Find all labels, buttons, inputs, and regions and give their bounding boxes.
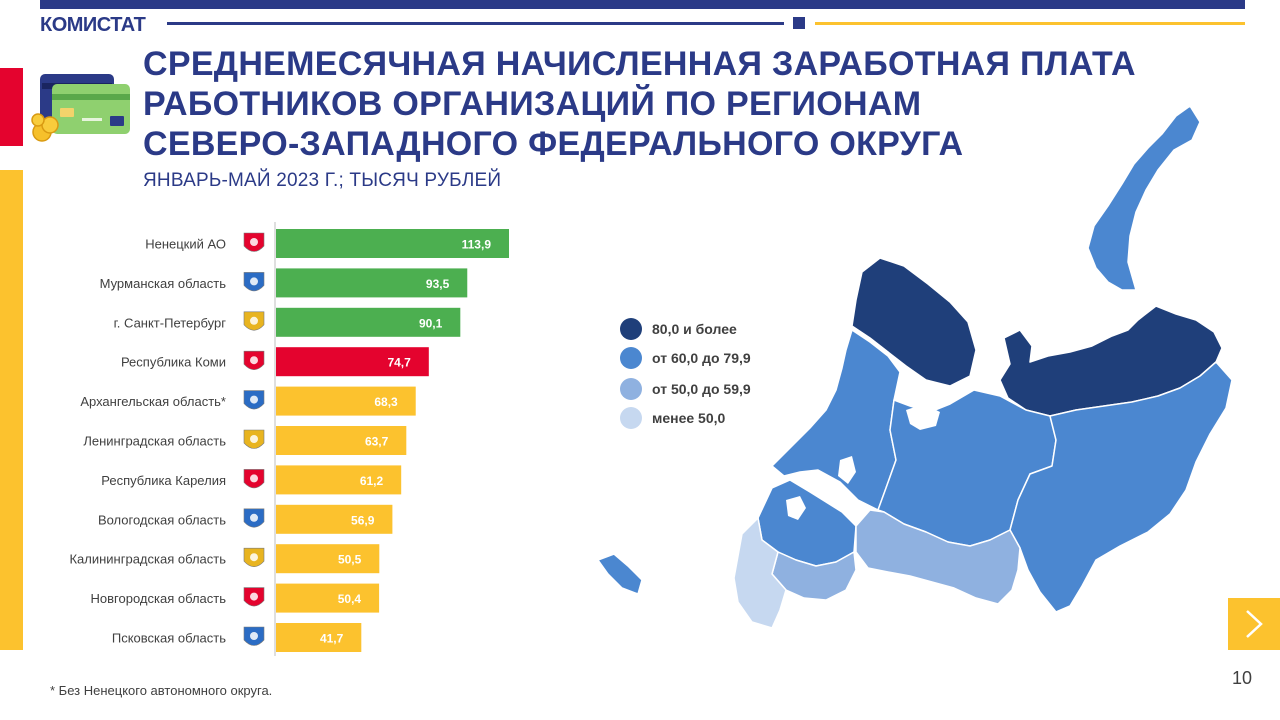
map-white-sea [906,404,940,430]
map-lake-onega [838,456,856,484]
region-coat-of-arms-icon [243,587,265,607]
coat-of-arms-emblem-detail [250,435,258,443]
chart-bar [276,307,461,337]
side-accent-yellow [0,170,23,650]
chart-value-label: 113,9 [462,238,492,252]
coat-of-arms-emblem-detail [250,316,258,325]
coat-of-arms-emblem-detail [250,513,258,522]
chart-value-label: 63,7 [365,435,389,449]
chart-category-label: г. Санкт-Петербург [114,315,227,330]
region-coat-of-arms-icon [243,469,265,489]
legend-label: менее 50,0 [652,410,726,426]
chart-category-label: Республика Карелия [101,473,226,488]
region-coat-of-arms-icon [243,232,265,252]
chart-category-label: Ненецкий АО [145,237,226,252]
title-line: СЕВЕРО-ЗАПАДНОГО ФЕДЕРАЛЬНОГО ОКРУГА [143,125,964,163]
chart-category-label: Калининградская область [69,552,226,567]
chart-value-label: 68,3 [374,395,398,409]
chart-category-label: Ленинградская область [83,434,226,449]
coat-of-arms-emblem-detail [250,395,258,404]
region-coat-of-arms-icon [243,350,265,370]
region-coat-of-arms-icon [243,508,265,528]
footnote: * Без Ненецкого автономного округа. [50,683,273,698]
map-lake-ladoga [786,496,806,520]
chart-category-label: Новгородская область [91,591,227,606]
legend-swatch [620,347,642,369]
chart-value-label: 93,5 [426,277,450,291]
map-region-pskov [733,517,787,629]
coat-of-arms-emblem-detail [250,277,258,286]
legend-swatch [620,407,642,429]
chart-value-label: 61,2 [360,474,384,488]
chart-bar [276,347,429,377]
legend-label: от 60,0 до 79,9 [652,350,751,366]
header-divider-yellow [815,22,1245,25]
chart-value-label: 50,4 [338,592,362,606]
region-coat-of-arms-icon [243,547,265,567]
chart-bar [276,465,402,495]
chart-category-label: Псковская область [112,631,226,646]
region-coat-of-arms-icon [243,311,265,331]
coat-of-arms-emblem-detail [250,553,258,562]
legend-label: от 50,0 до 59,9 [652,381,751,397]
region-coat-of-arms-icon [243,272,265,292]
chart-category-label: Мурманская область [100,276,227,291]
side-accent-red [0,68,23,146]
page-number: 10 [1232,668,1253,688]
brand-logo-text: КОМИСТАТ [40,14,146,36]
map-region-murmansk [851,257,977,387]
map-region-vologda [855,509,1021,605]
coat-of-arms-emblem-detail [250,238,258,246]
coat-of-arms-emblem-detail [250,592,258,601]
legend-swatch [620,378,642,400]
chart-bar [276,544,380,574]
title-line: РАБОТНИКОВ ОРГАНИЗАЦИЙ ПО РЕГИОНАМ [143,85,922,123]
top-bar [40,0,1245,9]
map-region-kaliningrad [597,553,643,595]
map-region-karelia [771,329,901,511]
chart-value-label: 50,5 [338,553,362,567]
chart-value-label: 56,9 [351,513,375,527]
map-region-novaya-zemlya [1087,105,1201,291]
region-coat-of-arms-icon [243,390,265,410]
page-subtitle: ЯНВАРЬ-МАЙ 2023 Г.; ТЫСЯЧ РУБЛЕЙ [143,170,502,191]
chart-bar [276,229,509,258]
legend-swatch [620,318,642,340]
title-line: СРЕДНЕМЕСЯЧНАЯ НАЧИСЛЕННАЯ ЗАРАБОТНАЯ ПЛ… [143,45,1136,83]
legend-label: 80,0 и более [652,321,737,337]
coat-of-arms-emblem-detail [250,632,258,640]
chevron-right-icon [1246,610,1263,638]
page-title: СРЕДНЕМЕСЯЧНАЯ НАЧИСЛЕННАЯ ЗАРАБОТНАЯ ПЛ… [143,44,1143,164]
chart-value-label: 41,7 [320,632,344,646]
region-coat-of-arms-icon [243,429,265,449]
region-map [597,105,1233,629]
map-region-komi [1009,361,1233,613]
chart-bar [276,268,468,298]
coat-of-arms-emblem-detail [250,474,258,483]
region-coat-of-arms-icon [243,626,265,646]
chart-bar [276,504,393,534]
chart-bar [276,426,407,455]
chart-bar [276,583,380,613]
chart-category-label: Республика Коми [121,355,226,370]
header-divider-blue [167,22,784,25]
header-divider-square [793,17,805,29]
chart-category-label: Архангельская область* [80,394,226,409]
credit-cards-coins-icon [31,74,130,142]
chart-bar [276,623,362,652]
chart-value-label: 90,1 [419,316,443,330]
chart-value-label: 74,7 [387,356,411,370]
chart-bar [276,386,416,416]
coat-of-arms-emblem-detail [250,356,258,365]
chart-category-label: Вологодская область [98,512,226,527]
next-slide-button[interactable] [1228,598,1280,650]
